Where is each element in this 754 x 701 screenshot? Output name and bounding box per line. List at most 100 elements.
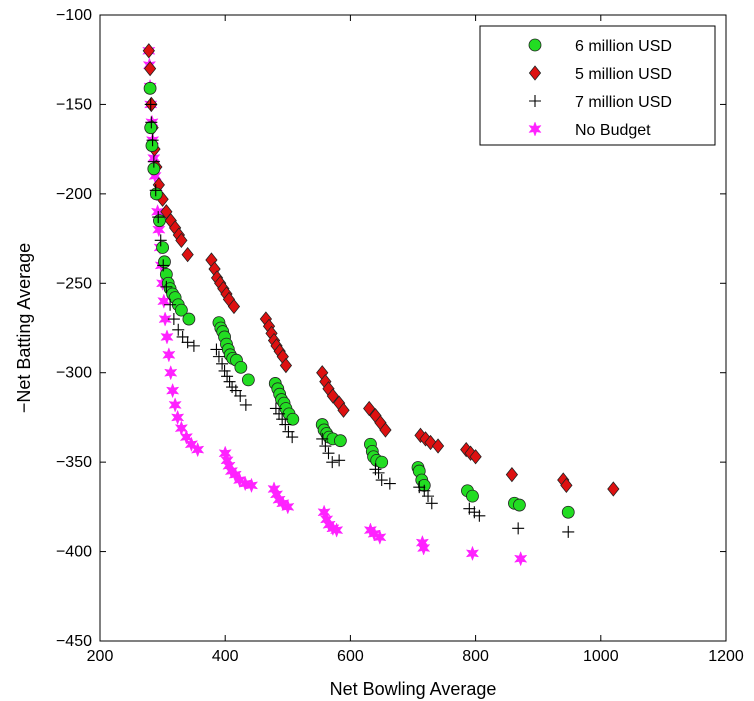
data-point-circle [153, 214, 166, 228]
data-point-plus [176, 330, 189, 343]
data-point-plus [210, 343, 223, 356]
data-point-plus [216, 357, 229, 370]
data-point-plus [212, 350, 225, 363]
data-point-plus [160, 280, 173, 293]
legend-label: 6 million USD [575, 38, 672, 55]
data-point-plus [512, 522, 525, 535]
data-point-plus [181, 336, 194, 349]
data-point-plus [562, 525, 575, 538]
data-point-circle [158, 255, 171, 269]
legend-marker-star [528, 121, 542, 137]
legend: 6 million USD 5 million USD 7 million USD N… [479, 25, 716, 146]
data-point-plus [164, 298, 177, 311]
data-point-star [281, 499, 295, 515]
data-point-plus [154, 234, 167, 247]
data-point-plus [322, 447, 335, 460]
legend-label: 7 million USD [575, 94, 672, 111]
data-point-circle [241, 373, 255, 387]
data-point-circle [149, 187, 163, 201]
data-point-plus [234, 389, 247, 402]
data-point-star [190, 441, 205, 458]
data-point-circle [144, 121, 158, 135]
data-point-plus [276, 413, 289, 426]
data-point-circle [375, 455, 389, 469]
y-tick-label: −150 [56, 96, 92, 113]
x-tick-label: 800 [462, 648, 489, 665]
data-point-plus [152, 211, 165, 224]
data-point-star [160, 329, 174, 345]
data-point-star [416, 540, 431, 556]
data-point-circle [561, 505, 575, 519]
data-point-circle [156, 241, 170, 254]
data-point-circle [145, 139, 159, 152]
data-point-plus [372, 466, 385, 479]
data-point-star [322, 517, 336, 533]
data-point-plus [144, 98, 157, 111]
data-point-star [152, 221, 166, 238]
data-point-plus [319, 440, 332, 453]
data-point-plus [239, 398, 252, 411]
data-point-star [272, 491, 286, 508]
y-tick-label: −100 [56, 7, 92, 24]
data-point-circle [333, 434, 347, 448]
data-point-diamond [469, 449, 482, 465]
data-point-diamond [279, 357, 293, 374]
data-point-plus [218, 364, 231, 377]
data-point-plus [269, 402, 282, 415]
data-points [142, 43, 620, 567]
data-point-plus [147, 155, 160, 168]
data-point-diamond [363, 400, 376, 417]
data-point-star [513, 551, 528, 567]
data-point-star [184, 436, 199, 452]
data-point-plus [326, 456, 339, 469]
data-point-plus [279, 418, 292, 431]
data-point-plus [145, 116, 158, 129]
x-tick-label: 600 [337, 648, 364, 665]
data-point-diamond [143, 61, 157, 77]
data-point-plus [383, 477, 396, 490]
data-point-star [244, 477, 259, 494]
data-point-diamond [379, 422, 392, 438]
x-axis-label: Net Bowling Average [330, 679, 497, 699]
data-point-circle [143, 81, 157, 95]
data-point-star [363, 522, 378, 538]
legend-box [479, 25, 716, 146]
data-point-star [158, 311, 172, 327]
y-tick-label: −250 [56, 275, 92, 292]
data-point-star [465, 545, 480, 562]
legend-label: 5 million USD [575, 66, 672, 83]
data-point-star [224, 463, 239, 479]
legend-marker-plus [529, 95, 541, 107]
data-point-star [373, 529, 387, 545]
data-point-star [164, 365, 178, 381]
data-point-circle [234, 360, 248, 374]
data-point-plus [273, 407, 286, 420]
y-tick-label: −350 [56, 454, 92, 471]
y-tick-label: −300 [56, 365, 92, 382]
x-tick-label: 1200 [708, 648, 744, 665]
data-point-plus [333, 454, 346, 467]
data-point-diamond [607, 481, 620, 497]
legend-marker-diamond [528, 65, 542, 81]
data-point-plus [473, 509, 486, 522]
data-point-plus [375, 474, 388, 487]
data-point-star [168, 397, 182, 413]
data-point-plus [187, 339, 200, 352]
data-point-diamond [181, 247, 194, 263]
data-point-plus [149, 184, 162, 197]
data-point-diamond [175, 232, 188, 249]
data-point-plus [422, 490, 435, 503]
legend-label: No Budget [575, 122, 651, 139]
data-point-circle [182, 312, 196, 326]
data-point-plus [223, 375, 236, 388]
data-point-diamond [337, 402, 350, 418]
legend-marker-circle [528, 38, 542, 52]
data-point-star [179, 429, 194, 445]
data-point-diamond [431, 438, 445, 454]
data-point-star [165, 382, 180, 399]
data-point-circle [286, 412, 300, 426]
data-point-circle [466, 489, 479, 503]
data-point-diamond [560, 477, 573, 494]
data-point-plus [221, 370, 234, 383]
